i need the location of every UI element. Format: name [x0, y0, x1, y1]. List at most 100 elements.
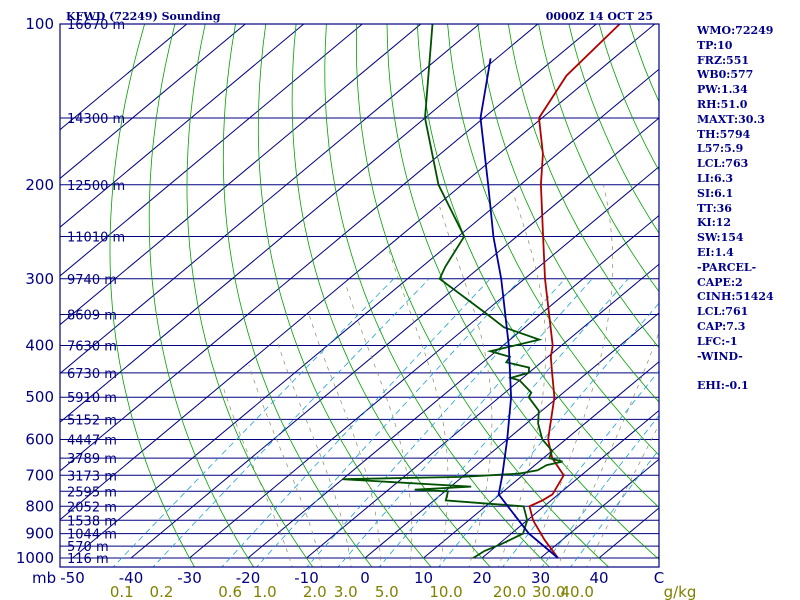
series-dewpoint-line — [342, 24, 563, 559]
mixing-ratio-line — [152, 278, 430, 567]
mixing-ratio-line — [337, 278, 593, 567]
mixing-ratio-tick-label: 2.0 — [303, 583, 327, 600]
sounding-index-line: CAPE:2 — [697, 275, 743, 289]
temperature-tick-label: -10 — [294, 569, 319, 587]
sounding-index-line: EI:1.4 — [697, 245, 734, 259]
mixing-ratio-line — [502, 370, 659, 567]
sounding-index-line: KI:12 — [697, 216, 732, 230]
mixing-ratio-line — [256, 278, 522, 567]
mixing-ratio-tick-label: 1.0 — [253, 583, 277, 600]
pressure-tick-label: 800 — [25, 497, 54, 515]
sounding-index-line: EHI:-0.1 — [697, 379, 749, 393]
isotherm-line — [60, 24, 656, 521]
isotherm-line — [60, 24, 305, 228]
isotherm-line — [423, 361, 659, 559]
isotherm-line — [364, 312, 659, 559]
height-level-label: 5152 m — [67, 413, 117, 428]
moist-adiabat-line — [308, 314, 381, 567]
isotherm-line — [481, 409, 659, 559]
height-level-label: 116 m — [67, 552, 109, 567]
sounding-index-line: -WIND- — [697, 349, 743, 363]
isotherm-line — [60, 24, 481, 375]
height-level-label: 1044 m — [67, 528, 117, 543]
mixing-ratio-line — [378, 278, 629, 567]
temperature-tick-label: 10 — [414, 569, 433, 587]
temperature-tick-label: -20 — [236, 569, 261, 587]
mixing-ratio-tick-label: 5.0 — [375, 583, 399, 600]
pressure-unit-label: mb — [32, 569, 56, 587]
moist-adiabat-line — [498, 184, 547, 567]
dry-adiabat-line — [538, 24, 659, 293]
series-temperature-line — [528, 24, 621, 559]
mixing-ratio-tick-label: 40.0 — [561, 583, 594, 600]
moist-adiabat-line — [439, 206, 493, 567]
moist-adiabat-line — [527, 184, 614, 567]
mixing-ratio-tick-label: 3.0 — [334, 583, 358, 600]
grid-layer — [60, 24, 659, 567]
dry-adiabat-line — [148, 24, 255, 567]
dry-adiabat-line — [222, 24, 373, 567]
dry-adiabat-line — [447, 24, 659, 456]
height-level-label: 4447 m — [67, 434, 117, 449]
pressure-tick-label: 300 — [25, 270, 54, 288]
isotherm-line — [189, 166, 659, 559]
moist-adiabat-line — [276, 339, 352, 567]
isotherm-line — [60, 24, 539, 423]
sounding-index-line: LCL:763 — [697, 157, 749, 171]
mixing-ratio-line — [221, 278, 491, 567]
sounding-index-line: WMO:72249 — [697, 24, 774, 37]
moist-adiabat-line — [344, 282, 412, 567]
chart-title: KFWD (72249) Sounding — [66, 10, 221, 23]
dry-adiabat-line — [477, 24, 659, 403]
mixing-ratio-tick-label: 10.0 — [429, 583, 462, 600]
moist-adiabat-line — [248, 364, 323, 567]
sounding-index-line: -PARCEL- — [697, 260, 757, 274]
temperature-tick-label: 30 — [531, 569, 550, 587]
sounding-index-line: TT:36 — [697, 201, 732, 215]
sounding-index-line: RH:51.0 — [697, 97, 748, 111]
pressure-tick-label: 400 — [25, 337, 54, 355]
series-parcel-line — [479, 58, 559, 559]
height-level-label: 12500 m — [67, 179, 125, 194]
pressure-tick-label: 1000 — [16, 549, 54, 567]
dry-adiabat-line — [386, 24, 659, 560]
sounding-index-line: SI:6.1 — [697, 186, 734, 200]
sounding-index-line: LCL:761 — [697, 305, 749, 319]
temperature-tick-label: -50 — [60, 569, 85, 587]
sounding-time: 0000Z 14 OCT 25 — [546, 10, 653, 23]
sounding-index-line: FRZ:551 — [697, 53, 750, 67]
sounding-index-line: LI:6.3 — [697, 171, 734, 185]
pressure-tick-label: 600 — [25, 431, 54, 449]
pressure-tick-label: 900 — [25, 525, 54, 543]
dry-adiabat-line — [291, 24, 491, 567]
sounding-index-line: LFC:-1 — [697, 334, 738, 348]
pressure-tick-label: 200 — [25, 176, 54, 194]
isotherm-line — [60, 24, 422, 326]
sounding-index-line: MAXT:30.3 — [697, 112, 765, 126]
height-level-label: 2052 m — [67, 500, 117, 515]
isotherm-line — [72, 68, 659, 559]
height-level-label: 14300 m — [67, 112, 125, 127]
sounding-index-line: TP:10 — [697, 38, 733, 52]
sounding-index-line: L57:5.9 — [697, 142, 744, 156]
dry-adiabat-line — [324, 24, 551, 567]
temperature-tick-label: -30 — [177, 569, 202, 587]
height-level-label: 3789 m — [67, 452, 117, 467]
sounding-index-line: CINH:51424 — [697, 290, 774, 304]
sounding-index-line: TH:5794 — [697, 127, 751, 141]
isotherm-line — [306, 263, 659, 559]
moist-adiabat-line — [556, 331, 659, 567]
temperature-tick-label: C — [654, 569, 664, 587]
mixing-ratio-unit-label: g/kg — [664, 583, 697, 600]
height-level-label: 8609 m — [67, 309, 117, 324]
mixing-ratio-line — [438, 302, 659, 567]
sounding-index-line — [697, 364, 797, 379]
isotherm-line — [247, 214, 659, 559]
mixing-ratio-tick-label: 30.0 — [532, 583, 565, 600]
temperature-tick-label: 0 — [360, 569, 370, 587]
dry-adiabat-line — [257, 24, 432, 567]
height-level-label: 2595 m — [67, 485, 117, 500]
height-level-label: 3173 m — [67, 469, 117, 484]
mixing-ratio-tick-label: 0.2 — [150, 583, 174, 600]
